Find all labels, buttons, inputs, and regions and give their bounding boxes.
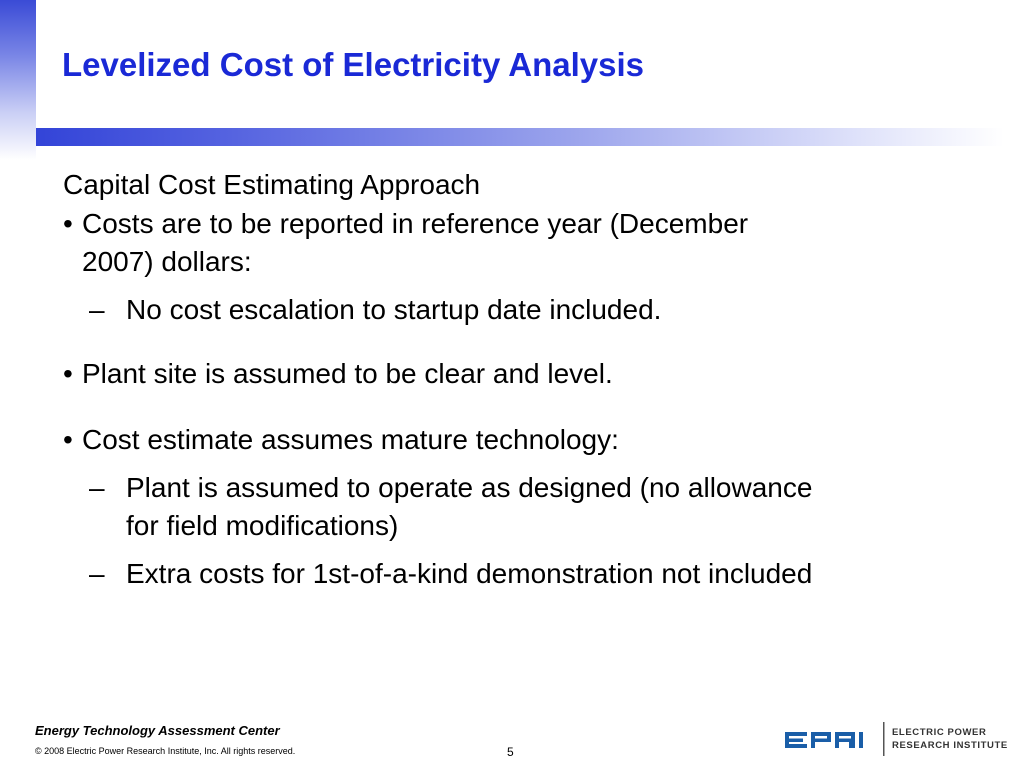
sub-bullet-item: – Plant is assumed to operate as designe… — [63, 469, 823, 545]
sub-bullet-text: Extra costs for 1st-of-a-kind demonstrat… — [126, 558, 813, 589]
sub-bullet-text: No cost escalation to startup date inclu… — [126, 294, 662, 325]
dash-mark: – — [89, 558, 105, 589]
title-underline-bar — [36, 128, 1004, 146]
bullet-text: Plant site is assumed to be clear and le… — [82, 358, 613, 389]
epri-wordmark-icon — [785, 732, 863, 748]
section-subheading: Capital Cost Estimating Approach — [63, 169, 481, 200]
spacer — [63, 329, 823, 355]
bullet-mark: • — [63, 358, 73, 389]
footer-center-name: Energy Technology Assessment Center — [35, 723, 280, 738]
logo-divider — [883, 722, 885, 756]
dash-mark: – — [89, 294, 105, 325]
bullet-item: • Cost estimate assumes mature technolog… — [63, 421, 823, 459]
sub-bullet-item: – No cost escalation to startup date inc… — [63, 291, 823, 329]
dash-mark: – — [89, 472, 105, 503]
slide-body: Capital Cost Estimating Approach • Costs… — [63, 166, 823, 593]
bullet-text: Cost estimate assumes mature technology: — [82, 424, 619, 455]
left-accent-gradient — [0, 0, 36, 160]
epri-logo — [785, 722, 885, 756]
sub-bullet-text: Plant is assumed to operate as designed … — [126, 472, 813, 541]
bullet-mark: • — [63, 208, 73, 239]
logo-line1: ELECTRIC POWER — [892, 727, 987, 738]
bullet-text: Costs are to be reported in reference ye… — [82, 208, 749, 277]
bullet-item: • Costs are to be reported in reference … — [63, 205, 823, 281]
sub-bullet-item: – Extra costs for 1st-of-a-kind demonstr… — [63, 555, 823, 593]
footer-copyright: © 2008 Electric Power Research Institute… — [35, 746, 296, 756]
spacer — [63, 393, 823, 421]
slide-title: Levelized Cost of Electricity Analysis — [62, 46, 644, 83]
page-number: 5 — [507, 745, 514, 759]
logo-line2: RESEARCH INSTITUTE — [892, 740, 1008, 751]
bullet-item: • Plant site is assumed to be clear and … — [63, 355, 823, 393]
logo-institute-name: ELECTRIC POWER RESEARCH INSTITUTE — [892, 726, 1008, 752]
bullet-mark: • — [63, 424, 73, 455]
